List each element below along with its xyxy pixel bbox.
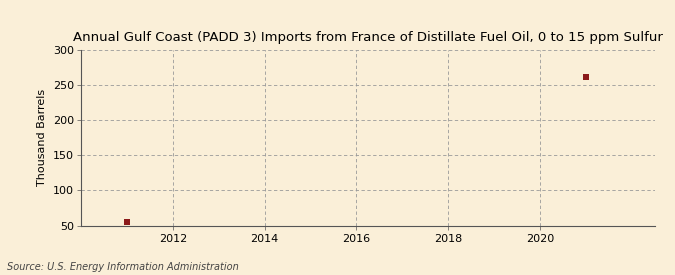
- Title: Annual Gulf Coast (PADD 3) Imports from France of Distillate Fuel Oil, 0 to 15 p: Annual Gulf Coast (PADD 3) Imports from …: [73, 31, 663, 44]
- Y-axis label: Thousand Barrels: Thousand Barrels: [37, 89, 47, 186]
- Text: Source: U.S. Energy Information Administration: Source: U.S. Energy Information Administ…: [7, 262, 238, 272]
